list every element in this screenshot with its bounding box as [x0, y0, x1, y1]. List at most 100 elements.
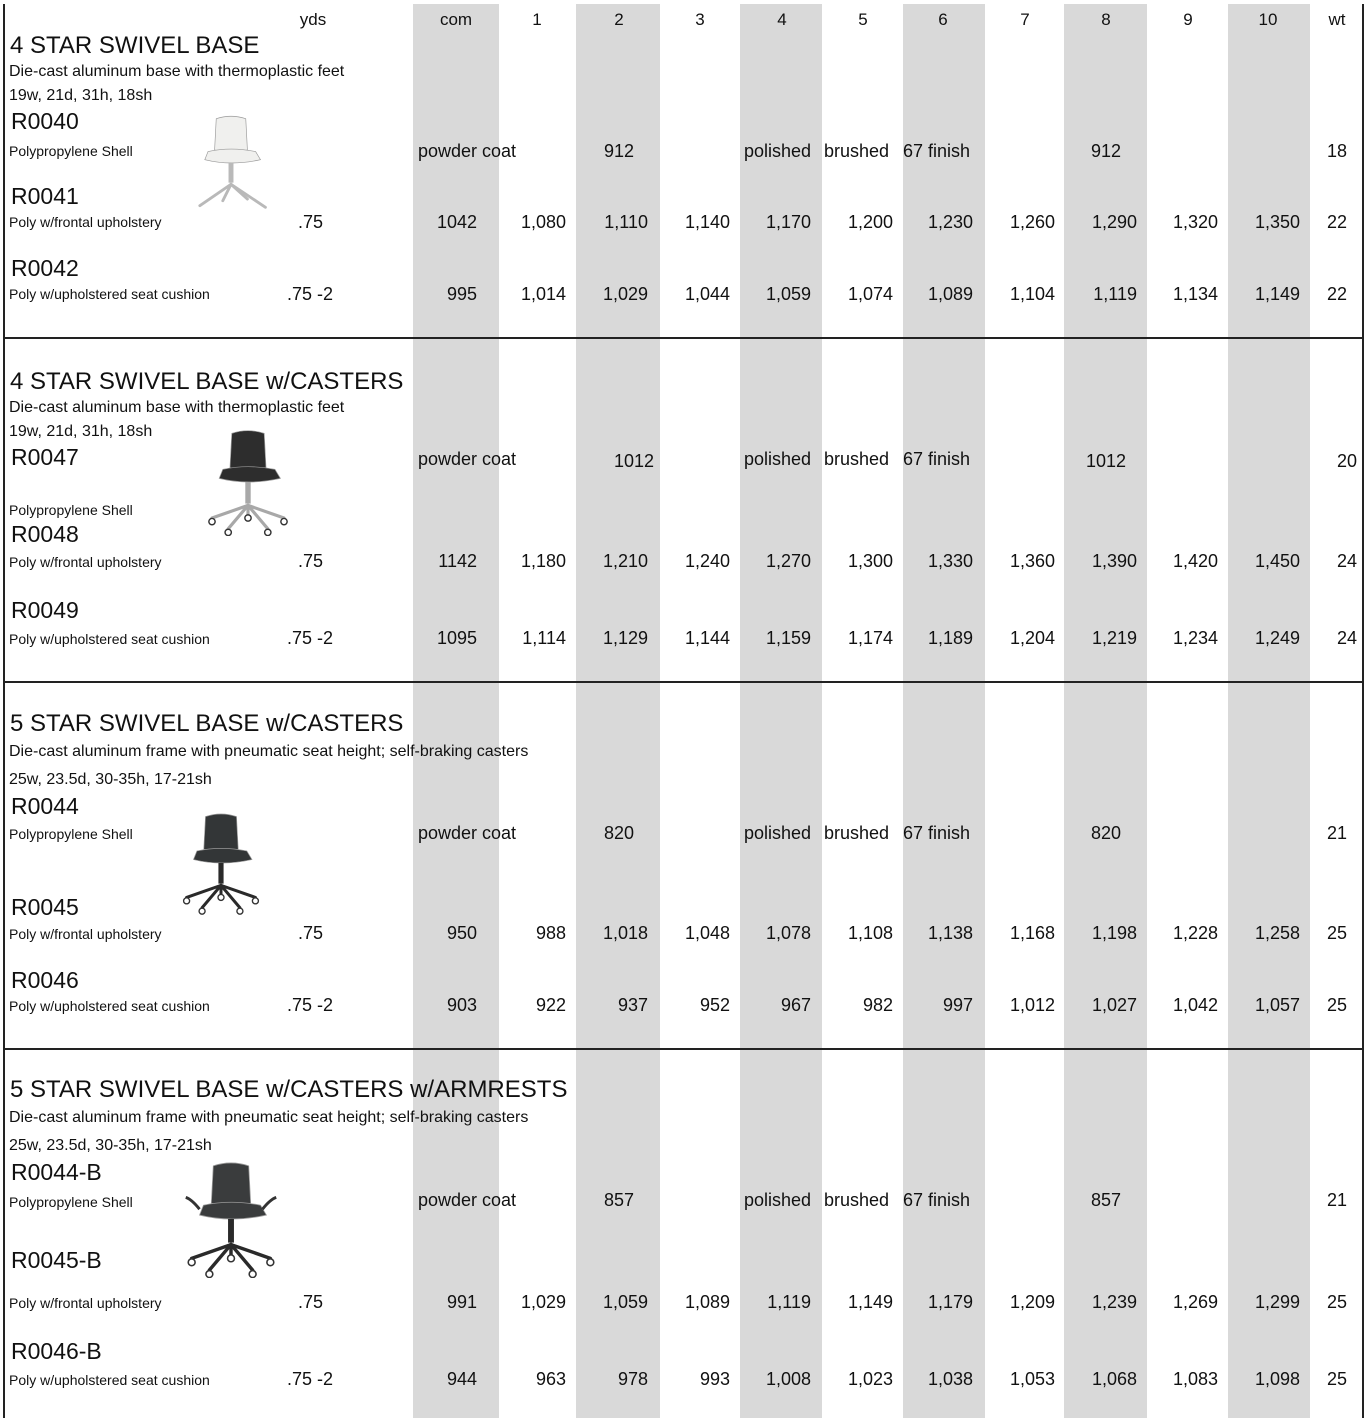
- price-cell: 1,198: [1091, 923, 1137, 943]
- weight-value: 24: [1336, 551, 1357, 571]
- finish-67: 67 finish: [903, 823, 971, 843]
- black-chair-5star-casters-image: [182, 813, 260, 915]
- column-header: com: [439, 10, 473, 29]
- black-chair-5star-armrests-image: [185, 1162, 277, 1278]
- price-cell: 1,129: [602, 628, 648, 648]
- yardage-value: .75 -2: [287, 1369, 334, 1389]
- price-cell: 982: [862, 995, 893, 1015]
- model-number: R0045-B: [11, 1247, 102, 1273]
- model-number: R0046: [11, 967, 79, 993]
- model-number: R0044-B: [11, 1159, 102, 1185]
- price-cell: 1,089: [684, 1292, 730, 1312]
- price-cell: 1,059: [765, 284, 811, 304]
- section-title: 5 STAR SWIVEL BASE w/CASTERS w/ARMRESTS: [10, 1076, 568, 1103]
- price-cell: 1095: [436, 628, 477, 648]
- model-number: R0042: [11, 255, 79, 281]
- finish-67: 67 finish: [903, 141, 971, 161]
- price-cell: 1,260: [1009, 212, 1055, 232]
- price-cell: 1,014: [520, 284, 566, 304]
- column-header: wt: [1328, 10, 1346, 29]
- price-cell: 978: [617, 1369, 648, 1389]
- column-header: 6: [938, 10, 948, 29]
- price-cell: 1,270: [765, 551, 811, 571]
- model-number: R0048: [11, 521, 79, 547]
- product-description: Poly w/upholstered seat cushion: [9, 998, 210, 1014]
- black-chair-4star-casters-image: [208, 430, 288, 536]
- column-header: 8: [1101, 10, 1111, 29]
- price-cell: 1,320: [1172, 212, 1218, 232]
- yardage-value: .75: [298, 923, 324, 943]
- column-header: 3: [695, 10, 705, 29]
- finish-67-price: 912: [1090, 141, 1122, 161]
- finish-powder-price: 820: [603, 823, 635, 843]
- price-cell: 1,390: [1091, 551, 1137, 571]
- price-cell: 1,042: [1172, 995, 1218, 1015]
- yardage-value: .75: [298, 212, 324, 232]
- finish-brushed: brushed: [824, 449, 890, 469]
- model-number: R0047: [11, 444, 79, 470]
- price-cell: 1042: [436, 212, 477, 232]
- price-cell: 1,029: [520, 1292, 566, 1312]
- section-description: Die-cast aluminum frame with pneumatic s…: [9, 743, 529, 760]
- weight-value: 25: [1326, 1369, 1348, 1389]
- price-cell: 1,038: [927, 1369, 973, 1389]
- column-shading: [1064, 4, 1147, 1418]
- price-cell: 1,170: [765, 212, 811, 232]
- price-cell: 1,258: [1254, 923, 1300, 943]
- price-cell: 952: [699, 995, 730, 1015]
- price-cell: 995: [446, 284, 477, 304]
- weight-value: 21: [1326, 1190, 1348, 1210]
- table-border: [3, 4, 1364, 1418]
- finish-brushed: brushed: [824, 823, 890, 843]
- column-header: yds: [299, 10, 327, 29]
- price-cell: 944: [446, 1369, 477, 1389]
- finish-polished: polished: [744, 1190, 812, 1210]
- yardage-value: .75 -2: [287, 284, 334, 304]
- price-cell: 1,018: [602, 923, 648, 943]
- finish-powder-price: 857: [603, 1190, 635, 1210]
- price-cell: 1,450: [1254, 551, 1300, 571]
- price-cell: 1142: [438, 551, 477, 571]
- price-cell: 1,179: [927, 1292, 973, 1312]
- price-cell: 1,012: [1009, 995, 1055, 1015]
- price-cell: 1,299: [1254, 1292, 1300, 1312]
- price-cell: 993: [699, 1369, 730, 1389]
- model-number: R0044: [11, 793, 79, 819]
- finish-67: 67 finish: [903, 449, 971, 469]
- product-description: Poly w/frontal upholstery: [9, 214, 162, 230]
- product-description: Polypropylene Shell: [9, 502, 133, 518]
- price-cell: 1,149: [847, 1292, 893, 1312]
- finish-brushed: brushed: [824, 141, 890, 161]
- weight-value: 18: [1326, 141, 1348, 161]
- column-header: 7: [1020, 10, 1030, 29]
- price-cell: 1,350: [1254, 212, 1300, 232]
- finish-powder-coat: powder coat: [418, 1190, 517, 1210]
- price-cell: 1,119: [1093, 284, 1137, 304]
- section-description: Die-cast aluminum base with thermoplasti…: [9, 63, 345, 80]
- model-number: R0045: [11, 894, 79, 920]
- price-cell: 1,330: [927, 551, 973, 571]
- price-cell: 1,078: [765, 923, 811, 943]
- price-cell: 988: [535, 923, 566, 943]
- price-cell: 1,068: [1091, 1369, 1137, 1389]
- finish-polished: polished: [744, 141, 812, 161]
- price-cell: 1,048: [684, 923, 730, 943]
- price-cell: 903: [446, 995, 477, 1015]
- section-dimensions: 19w, 21d, 31h, 18sh: [9, 423, 153, 440]
- price-cell: 1,059: [602, 1292, 648, 1312]
- section-title: 4 STAR SWIVEL BASE w/CASTERS: [10, 368, 404, 395]
- price-cell: 991: [446, 1292, 477, 1312]
- weight-value: 25: [1326, 923, 1348, 943]
- price-cell: 1,108: [847, 923, 893, 943]
- weight-value: 20: [1336, 451, 1357, 471]
- column-header: 5: [858, 10, 868, 29]
- section-dimensions: 25w, 23.5d, 30-35h, 17-21sh: [9, 1137, 212, 1154]
- column-header: 10: [1258, 10, 1278, 29]
- price-cell: 1,219: [1091, 628, 1137, 648]
- white-chair-4star-image: [198, 115, 267, 209]
- section-dimensions: 25w, 23.5d, 30-35h, 17-21sh: [9, 771, 212, 788]
- price-cell: 1,089: [927, 284, 973, 304]
- product-description: Poly w/upholstered seat cushion: [9, 631, 210, 647]
- finish-67-price: 1012: [1085, 451, 1127, 471]
- price-cell: 963: [535, 1369, 566, 1389]
